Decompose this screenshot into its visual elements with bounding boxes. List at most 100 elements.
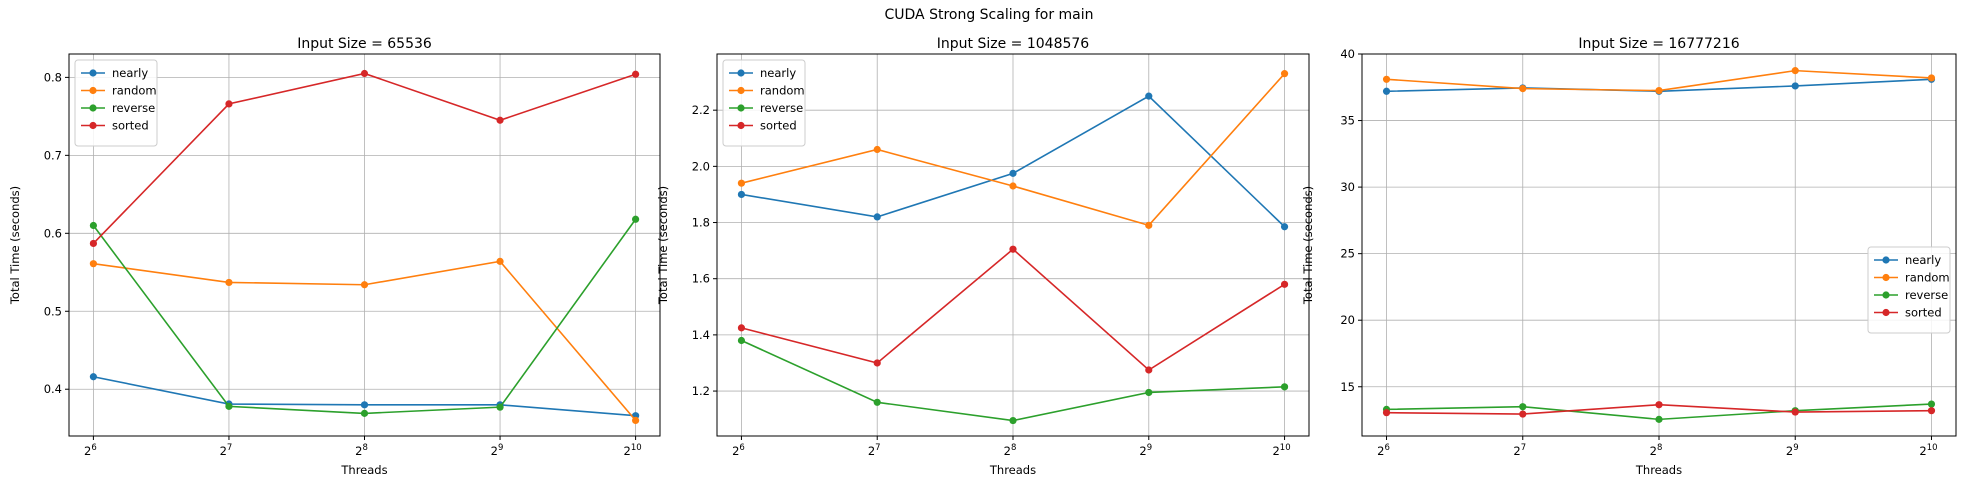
x-tick-label: 210	[1919, 443, 1937, 458]
y-tick-label: 30	[1340, 180, 1355, 194]
x-tick-label: 28	[1650, 443, 1663, 458]
data-point-reverse	[1655, 415, 1663, 423]
figure-title: CUDA Strong Scaling for main	[884, 7, 1093, 23]
data-point-random	[1280, 70, 1289, 78]
data-point-sorted	[1382, 409, 1391, 417]
x-tick-label: 27	[220, 443, 233, 458]
x-tick-label: 28	[355, 443, 368, 458]
data-point-sorted	[1009, 245, 1017, 253]
y-tick-label: 1.8	[692, 216, 710, 230]
data-point-sorted	[1145, 366, 1153, 374]
data-point-reverse	[1280, 383, 1289, 391]
y-tick-label: 0.4	[44, 382, 62, 396]
y-tick-label: 1.4	[692, 328, 710, 342]
legend-label-sorted: sorted	[760, 119, 797, 133]
data-point-nearly	[1791, 82, 1799, 90]
x-tick-label: 28	[1004, 443, 1017, 458]
data-point-nearly	[360, 401, 369, 409]
legend-marker-nearly	[1882, 256, 1890, 264]
y-tick-label: 20	[1340, 313, 1355, 327]
y-axis-label: Total Time (seconds)	[1301, 186, 1315, 305]
data-point-sorted	[496, 116, 504, 124]
legend-label-random: random	[760, 84, 805, 98]
data-point-random	[1009, 182, 1017, 190]
data-point-sorted	[1927, 407, 1936, 415]
data-point-sorted	[737, 324, 746, 332]
legend-label-reverse: reverse	[112, 101, 155, 115]
x-axis-label: Threads	[989, 463, 1036, 477]
subplot-title: Input Size = 65536	[297, 36, 432, 52]
data-point-sorted	[360, 69, 369, 78]
x-tick-label: 210	[1272, 443, 1290, 458]
chart-panels: 26 27 28 29 210 0.4 0.5 0.6 0.7 0.8 Input Size = 6…	[8, 36, 1957, 477]
y-tick-label: 0.6	[44, 226, 62, 240]
x-axis-label: Threads	[340, 463, 387, 477]
legend-marker-random	[737, 86, 745, 95]
y-tick-label: 0.5	[44, 304, 62, 318]
x-axis-label: Threads	[1635, 463, 1682, 477]
y-tick-label: 25	[1340, 247, 1355, 261]
data-point-nearly	[873, 213, 881, 221]
subplot-2: 26 27 28 29 210 1.2 1.4 1.6 1.8 2.0 2.2 Input Size …	[656, 36, 1310, 477]
subplot-1: 26 27 28 29 210 0.4 0.5 0.6 0.7 0.8 Input Size = 6…	[8, 36, 661, 477]
y-axis-label: Total Time (seconds)	[656, 186, 670, 305]
legend-marker-sorted	[1882, 308, 1890, 317]
data-point-nearly	[1145, 92, 1153, 100]
data-point-random	[1145, 221, 1153, 229]
legend-label-random: random	[112, 84, 157, 98]
legend-label-nearly: nearly	[760, 66, 796, 80]
legend-marker-random	[1882, 273, 1890, 282]
data-point-reverse	[225, 402, 233, 410]
legend-marker-reverse	[1882, 291, 1890, 299]
data-point-reverse	[1927, 400, 1936, 408]
x-tick-label: 29	[1786, 443, 1799, 458]
legend-marker-reverse	[737, 104, 745, 112]
legend-label-nearly: nearly	[1905, 253, 1941, 267]
data-point-sorted	[89, 239, 97, 248]
legend-marker-nearly	[89, 69, 97, 77]
data-point-nearly	[1382, 87, 1391, 95]
y-tick-label: 35	[1340, 114, 1355, 128]
data-point-reverse	[632, 215, 640, 223]
data-point-reverse	[496, 403, 504, 411]
data-point-random	[1791, 67, 1799, 75]
data-point-random	[360, 281, 369, 289]
legend: nearly random reverse sorted	[74, 59, 158, 147]
legend-label-sorted: sorted	[1905, 306, 1942, 320]
x-tick-label: 26	[1377, 443, 1390, 458]
subplot-title: Input Size = 16777216	[1578, 36, 1739, 52]
data-point-reverse	[89, 221, 97, 230]
data-point-sorted	[632, 70, 640, 78]
x-tick-label: 210	[624, 443, 642, 458]
legend-label-reverse: reverse	[760, 101, 803, 115]
y-tick-label: 2.2	[692, 103, 710, 117]
data-point-sorted	[1791, 408, 1799, 416]
data-point-nearly	[1009, 169, 1017, 177]
x-tick-label: 27	[868, 443, 881, 458]
legend-marker-random	[89, 86, 97, 95]
data-point-random	[225, 278, 233, 287]
legend-label-sorted: sorted	[112, 119, 149, 133]
data-point-random	[873, 145, 881, 154]
data-point-random	[496, 257, 504, 265]
legend-marker-nearly	[737, 69, 745, 77]
data-point-random	[737, 179, 746, 187]
y-tick-label: 40	[1340, 47, 1355, 61]
legend-marker-sorted	[737, 121, 745, 130]
data-point-sorted	[225, 100, 233, 108]
data-point-random	[1655, 87, 1663, 95]
x-tick-label: 26	[732, 443, 745, 458]
subplot-title: Input Size = 1048576	[937, 36, 1090, 52]
y-tick-label: 15	[1340, 380, 1355, 394]
data-point-sorted	[1655, 401, 1663, 409]
x-tick-label: 26	[84, 443, 97, 458]
data-point-sorted	[873, 359, 881, 367]
data-point-reverse	[360, 409, 369, 417]
data-point-reverse	[737, 336, 746, 345]
data-point-nearly	[1280, 223, 1289, 231]
y-axis-label: Total Time (seconds)	[8, 186, 22, 305]
x-tick-label: 27	[1513, 443, 1526, 458]
legend-label-nearly: nearly	[112, 66, 148, 80]
data-point-sorted	[1280, 280, 1289, 288]
